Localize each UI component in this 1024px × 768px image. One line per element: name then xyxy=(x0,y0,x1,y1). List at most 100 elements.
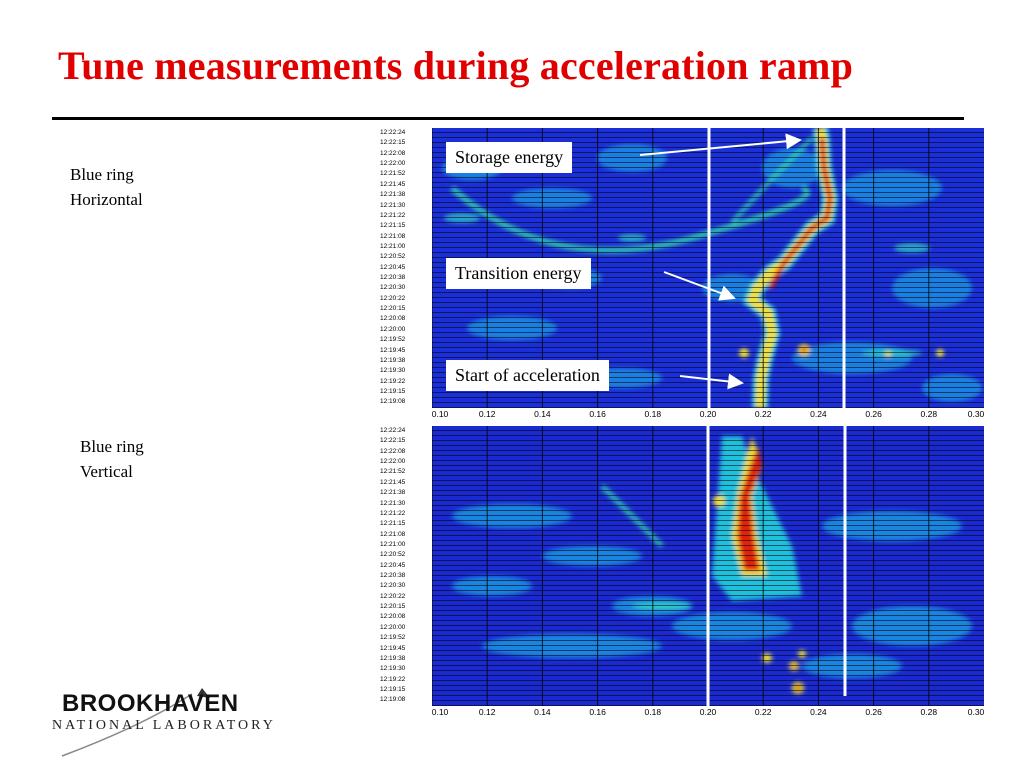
y-axis-horizontal: 12:22:24 12:22:15 12:22:08 12:22:00 12:21:52… xyxy=(380,128,432,408)
y-tick-label: 12:21:30 xyxy=(380,201,406,209)
x-tick-label: 0.26 xyxy=(865,409,882,419)
x-tick-label: 0.28 xyxy=(920,409,938,419)
y-tick-label: 12:22:00 xyxy=(380,160,406,168)
y-tick-label: 12:20:30 xyxy=(380,284,406,292)
panel-label-ring: Blue ring xyxy=(70,165,134,184)
callout-transition-energy: Transition energy xyxy=(446,258,591,289)
y-tick-label: 12:21:00 xyxy=(380,540,406,548)
panel-label-ring: Blue ring xyxy=(80,437,144,456)
x-tick-label: 0.28 xyxy=(920,707,938,717)
x-tick-label: 0.20 xyxy=(699,409,717,419)
callout-start-of-acceleration: Start of acceleration xyxy=(446,360,609,391)
y-tick-label: 12:22:00 xyxy=(380,458,406,466)
y-tick-label: 12:22:15 xyxy=(380,139,406,147)
logo-brand-text: BROOKHAVEN xyxy=(62,690,239,717)
y-tick-label: 12:20:08 xyxy=(380,613,406,621)
x-tick-label: 0.12 xyxy=(478,707,496,717)
y-tick-label: 12:21:15 xyxy=(380,520,406,528)
x-tick-label: 0.18 xyxy=(644,409,662,419)
brookhaven-logo: BROOKHAVEN NATIONAL LABORATORY xyxy=(52,686,282,758)
x-tick-label: 0.12 xyxy=(478,409,496,419)
y-tick-label: 12:20:52 xyxy=(380,551,406,559)
y-tick-label: 12:21:45 xyxy=(380,180,406,188)
y-tick-label: 12:20:45 xyxy=(380,263,406,271)
y-tick-label: 12:20:15 xyxy=(380,603,406,611)
x-tick-label: 0.14 xyxy=(534,707,551,717)
y-tick-label: 12:19:38 xyxy=(380,356,406,364)
panel-label-vertical: Blue ring Vertical xyxy=(80,434,144,484)
x-tick-label: 0.16 xyxy=(589,707,606,717)
x-tick-label: 0.10 xyxy=(431,409,449,419)
spectrogram-vertical-plot xyxy=(432,426,984,706)
y-tick-label: 12:21:15 xyxy=(380,222,406,230)
x-tick-label: 0.18 xyxy=(644,707,662,717)
y-tick-label: 12:20:00 xyxy=(380,623,406,631)
y-tick-label: 12:19:30 xyxy=(380,367,406,375)
x-tick-label: 0.26 xyxy=(865,707,882,717)
y-axis-vertical: 12:22:24 12:22:15 12:22:08 12:22:00 12:21:52… xyxy=(380,426,432,706)
y-tick-label: 12:21:22 xyxy=(380,211,406,219)
y-tick-label: 12:19:45 xyxy=(380,346,406,354)
y-tick-label: 12:20:15 xyxy=(380,305,406,313)
x-tick-label: 0.16 xyxy=(589,409,606,419)
panel-label-plane: Horizontal xyxy=(70,190,143,209)
y-tick-label: 12:19:38 xyxy=(380,654,406,662)
y-tick-label: 12:21:08 xyxy=(380,232,406,240)
y-tick-label: 12:22:08 xyxy=(380,149,406,157)
y-tick-label: 12:21:30 xyxy=(380,499,406,507)
y-tick-label: 12:21:00 xyxy=(380,242,406,250)
y-tick-label: 12:20:08 xyxy=(380,315,406,323)
logo-sub-text: NATIONAL LABORATORY xyxy=(52,718,276,733)
x-tick-label: 0.24 xyxy=(810,707,827,717)
logo-swoosh-icon xyxy=(61,688,210,757)
y-tick-label: 12:20:22 xyxy=(380,592,406,600)
panel-label-horizontal: Blue ring Horizontal xyxy=(70,162,143,212)
x-axis-horizontal: 0.10 0.12 0.14 0.16 0.18 0.20 0.22 0.24 0.26 0.28… xyxy=(431,409,985,421)
arrow-storage xyxy=(639,133,802,156)
y-tick-label: 12:19:22 xyxy=(380,377,406,385)
x-tick-label: 0.22 xyxy=(754,707,772,717)
panel-label-plane: Vertical xyxy=(80,462,133,481)
y-tick-label: 12:20:38 xyxy=(380,572,406,580)
x-tick-label: 0.22 xyxy=(754,409,772,419)
x-tick-label: 0.10 xyxy=(431,707,449,717)
title-divider xyxy=(52,117,964,120)
y-tick-label: 12:22:24 xyxy=(380,427,406,434)
y-tick-label: 12:20:45 xyxy=(380,561,406,569)
x-tick-label: 0.20 xyxy=(699,707,717,717)
y-tick-label: 12:21:45 xyxy=(380,478,406,486)
y-tick-label: 12:19:52 xyxy=(380,634,406,642)
y-tick-label: 12:19:08 xyxy=(380,696,406,704)
y-tick-label: 12:19:45 xyxy=(380,644,406,652)
y-tick-label: 12:19:22 xyxy=(380,675,406,683)
slide-title: Tune measurements during acceleration ra… xyxy=(58,43,854,88)
y-tick-label: 12:21:22 xyxy=(380,509,406,517)
y-tick-label: 12:22:08 xyxy=(380,447,406,455)
x-tick-label: 0.30 xyxy=(967,409,985,419)
y-tick-label: 12:22:15 xyxy=(380,437,406,445)
y-tick-label: 12:19:15 xyxy=(380,685,406,693)
y-tick-label: 12:20:30 xyxy=(380,582,406,590)
y-tick-label: 12:20:52 xyxy=(380,253,406,261)
arrow-transition xyxy=(663,271,736,301)
y-tick-label: 12:19:30 xyxy=(380,665,406,673)
x-axis-vertical: 0.10 0.12 0.14 0.16 0.18 0.20 0.22 0.24 0.26 0.28… xyxy=(431,707,985,719)
y-tick-label: 12:20:38 xyxy=(380,274,406,282)
y-tick-label: 12:21:08 xyxy=(380,530,406,538)
x-tick-label: 0.30 xyxy=(967,707,985,717)
x-tick-label: 0.24 xyxy=(810,409,827,419)
y-tick-label: 12:21:38 xyxy=(380,191,406,199)
y-tick-label: 12:21:52 xyxy=(380,468,406,476)
y-tick-label: 12:20:00 xyxy=(380,325,406,333)
y-tick-label: 12:21:38 xyxy=(380,489,406,497)
y-tick-label: 12:19:08 xyxy=(380,398,406,406)
y-tick-label: 12:22:24 xyxy=(380,129,406,136)
y-tick-label: 12:19:15 xyxy=(380,387,406,395)
arrow-start xyxy=(679,373,744,390)
spectrogram-vertical xyxy=(432,426,984,706)
y-tick-label: 12:21:52 xyxy=(380,170,406,178)
x-tick-label: 0.14 xyxy=(534,409,551,419)
y-tick-label: 12:19:52 xyxy=(380,336,406,344)
callout-storage-energy: Storage energy xyxy=(446,142,573,173)
